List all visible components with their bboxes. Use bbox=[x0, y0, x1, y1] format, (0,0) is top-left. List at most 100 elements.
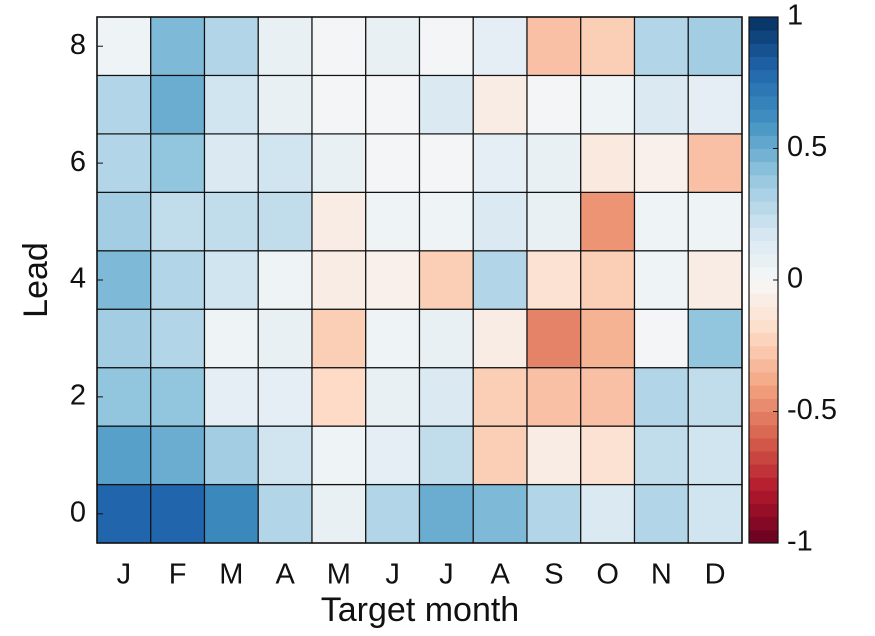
y-axis-label: Lead bbox=[17, 242, 55, 318]
heatmap-cell bbox=[150, 483, 206, 544]
colorbar-step bbox=[749, 161, 778, 176]
heatmap-cell bbox=[526, 16, 582, 77]
colorbar-step bbox=[749, 240, 778, 255]
heatmap-cell bbox=[257, 483, 313, 544]
x-tick-label: F bbox=[169, 559, 187, 591]
heatmap-cell bbox=[203, 16, 259, 77]
heatmap-cell bbox=[203, 133, 259, 193]
heatmap-cell bbox=[418, 191, 474, 252]
heatmap-cell bbox=[418, 74, 474, 135]
heatmap-cell bbox=[311, 425, 367, 486]
colorbar-step bbox=[749, 411, 778, 426]
heatmap-cell bbox=[257, 367, 313, 427]
heatmap-cell bbox=[257, 74, 313, 135]
colorbar-step bbox=[749, 450, 778, 465]
colorbar-step bbox=[749, 332, 778, 347]
colorbar-tick-label: 1 bbox=[787, 0, 803, 32]
heatmap-cell bbox=[472, 191, 528, 252]
colorbar-step bbox=[749, 437, 778, 452]
x-tick-label: J bbox=[117, 559, 132, 591]
x-axis-label: Target month bbox=[321, 591, 519, 629]
heatmap-cell bbox=[526, 191, 582, 252]
heatmap-cell bbox=[472, 74, 528, 135]
heatmap-cell bbox=[472, 308, 528, 369]
heatmap-cell bbox=[365, 425, 421, 486]
colorbar-tick-label: -0.5 bbox=[787, 394, 837, 426]
colorbar-step bbox=[749, 174, 778, 189]
x-tick-label: D bbox=[705, 559, 726, 591]
heatmap-cell bbox=[96, 133, 152, 193]
heatmap-cell bbox=[257, 133, 313, 193]
heatmap-cell bbox=[687, 483, 743, 544]
heatmap-cell bbox=[472, 425, 528, 486]
heatmap-cell bbox=[203, 308, 259, 369]
heatmap-cell bbox=[687, 74, 743, 135]
colorbar-step bbox=[749, 109, 778, 123]
heatmap-cell bbox=[96, 483, 152, 544]
colorbar-step bbox=[749, 122, 778, 136]
heatmap-cell bbox=[203, 425, 259, 486]
colorbar-step bbox=[749, 187, 778, 202]
colorbar-step bbox=[749, 135, 778, 149]
colorbar-step bbox=[749, 358, 778, 373]
x-tick-label: A bbox=[490, 559, 510, 591]
heatmap-cell bbox=[365, 308, 421, 369]
heatmap-cell bbox=[150, 425, 206, 486]
colorbar-step bbox=[749, 385, 778, 399]
colorbar-step bbox=[749, 95, 778, 110]
heatmap-cell bbox=[633, 133, 689, 193]
heatmap-cell bbox=[580, 16, 636, 77]
heatmap-cell bbox=[257, 425, 313, 486]
heatmap-cell bbox=[580, 425, 636, 486]
heatmap-cell bbox=[580, 483, 636, 544]
heatmap-cell bbox=[311, 308, 367, 369]
heatmap-cell bbox=[633, 250, 689, 310]
x-tick-label: J bbox=[385, 559, 400, 591]
heatmap-cell bbox=[203, 250, 259, 310]
heatmap-cell bbox=[472, 367, 528, 427]
heatmap-cell bbox=[526, 483, 582, 544]
heatmap-cell bbox=[150, 133, 206, 193]
heatmap-cell bbox=[633, 16, 689, 77]
heatmap-cell bbox=[687, 250, 743, 310]
heatmap-cell bbox=[687, 133, 743, 193]
colorbar-step bbox=[749, 503, 778, 518]
colorbar-step bbox=[749, 266, 778, 281]
heatmap-cell bbox=[96, 250, 152, 310]
colorbar-step bbox=[749, 214, 778, 228]
heatmap-cell bbox=[311, 191, 367, 252]
colorbar-step bbox=[749, 345, 778, 360]
heatmap-cell bbox=[150, 308, 206, 369]
heatmap-cell bbox=[365, 16, 421, 77]
heatmap-cell bbox=[580, 308, 636, 369]
colorbar-step bbox=[749, 253, 778, 268]
heatmap-cell bbox=[418, 483, 474, 544]
heatmap-cell bbox=[365, 367, 421, 427]
heatmap-cell bbox=[472, 133, 528, 193]
colorbar-tick-label: 0 bbox=[787, 263, 803, 295]
heatmap-cell bbox=[633, 191, 689, 252]
heatmap-cell bbox=[633, 483, 689, 544]
heatmap-cell bbox=[203, 483, 259, 544]
heatmap-cell bbox=[526, 250, 582, 310]
heatmap-cell bbox=[365, 250, 421, 310]
heatmap-cell bbox=[257, 250, 313, 310]
colorbar-step bbox=[749, 372, 778, 386]
heatmap-cell bbox=[96, 425, 152, 486]
colorbar-step bbox=[749, 477, 778, 491]
heatmap-cell bbox=[96, 74, 152, 135]
heatmap-cell bbox=[257, 16, 313, 77]
colorbar-step bbox=[749, 516, 778, 531]
heatmap-cell bbox=[96, 367, 152, 427]
x-tick-label: M bbox=[327, 559, 351, 591]
heatmap-cell bbox=[418, 133, 474, 193]
heatmap-cell bbox=[311, 74, 367, 135]
heatmap-cell bbox=[203, 367, 259, 427]
y-tick-label: 0 bbox=[70, 496, 86, 528]
colorbar-step bbox=[749, 398, 778, 412]
heatmap-cell bbox=[418, 367, 474, 427]
heatmap-cell bbox=[150, 16, 206, 77]
heatmap-cell bbox=[150, 250, 206, 310]
heatmap-cell bbox=[687, 308, 743, 369]
